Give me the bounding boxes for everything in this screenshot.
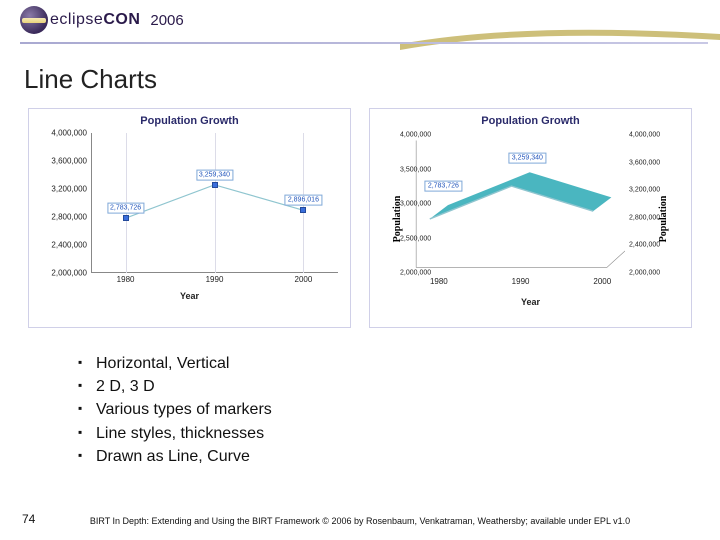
logo-bold: CON <box>103 11 140 28</box>
chart1-ytick: 3,200,000 <box>51 185 87 194</box>
chart1-xaxis: 1980 1990 2000 <box>91 275 338 289</box>
chart1-ytick: 2,000,000 <box>51 269 87 278</box>
header-rule <box>20 42 708 44</box>
swoosh-decoration <box>400 28 720 50</box>
slide: eclipseCON 2006 Line Charts Population G… <box>0 0 720 540</box>
chart1-marker <box>212 182 218 188</box>
chart2-title: Population Growth <box>376 115 685 127</box>
bullet-item: Horizontal, Vertical <box>78 352 272 375</box>
chart1-xtick: 1990 <box>206 275 224 284</box>
chart1-marker <box>300 207 306 213</box>
chart1-point-label: 3,259,340 <box>196 169 233 180</box>
chart2-right-ytick: 3,600,000 <box>629 159 660 166</box>
chart1-ytick: 3,600,000 <box>51 157 87 166</box>
chart2-right-ytick: 2,000,000 <box>629 270 660 277</box>
bullet-item: Drawn as Line, Curve <box>78 445 272 468</box>
chart1-area: 2,000,000 2,400,000 2,800,000 3,200,000 3,60… <box>35 129 344 299</box>
chart2-point-label: 2,783,726 <box>425 180 462 191</box>
chart2-area: Population 2,000,0002,500,0003,000,0003,… <box>376 129 685 309</box>
chart2-point-label: 3,259,340 <box>509 153 546 164</box>
logo-text: eclipseCON <box>50 11 140 29</box>
logo-year: 2006 <box>150 12 183 29</box>
chart1-marker <box>123 215 129 221</box>
chart-2d: Population Growth 2,000,000 2,400,000 2,80… <box>28 108 351 328</box>
chart2-right-yaxis: 2,000,0002,400,0002,800,0003,200,0003,60… <box>627 135 685 273</box>
charts-row: Population Growth 2,000,000 2,400,000 2,80… <box>28 108 692 328</box>
chart-3d: Population Growth Population 2,000,0002,… <box>369 108 692 328</box>
chart1-xtick: 2000 <box>295 275 313 284</box>
chart1-point-label: 2,783,726 <box>107 203 144 214</box>
chart1-ytick: 4,000,000 <box>51 129 87 138</box>
chart1-ytick: 2,800,000 <box>51 213 87 222</box>
bullet-list: Horizontal, Vertical2 D, 3 DVarious type… <box>78 352 272 468</box>
chart2-plot: 2,000,0002,500,0003,000,0003,500,0004,00… <box>398 135 625 273</box>
chart2-right-ytick: 4,000,000 <box>629 132 660 139</box>
footer-text: BIRT In Depth: Extending and Using the B… <box>0 516 720 526</box>
header: eclipseCON 2006 <box>0 0 720 48</box>
chart2-xaxis: 1980 1990 2000 <box>398 277 625 291</box>
chart1-xlabel: Year <box>180 291 199 301</box>
page-title: Line Charts <box>24 64 157 95</box>
bullet-item: Line styles, thicknesses <box>78 422 272 445</box>
chart2-right-ytick: 2,400,000 <box>629 242 660 249</box>
chart2-xtick: 2000 <box>593 277 611 286</box>
eclipse-ball-icon <box>20 6 48 34</box>
chart1-point-label: 2,896,016 <box>285 195 322 206</box>
chart1-title: Population Growth <box>35 115 344 127</box>
logo: eclipseCON 2006 <box>20 6 184 34</box>
chart2-xtick: 1980 <box>430 277 448 286</box>
bullet-item: Various types of markers <box>78 398 272 421</box>
chart2-right-ytick: 2,800,000 <box>629 214 660 221</box>
bullet-item: 2 D, 3 D <box>78 375 272 398</box>
chart2-xlabel: Year <box>521 297 540 307</box>
chart1-yaxis: 2,000,0002,400,0002,800,0003,200,0003,60… <box>35 133 89 273</box>
chart1-xtick: 1980 <box>117 275 135 284</box>
logo-thin: eclipse <box>50 11 103 28</box>
chart2-right-ytick: 3,200,000 <box>629 187 660 194</box>
chart1-ytick: 2,400,000 <box>51 241 87 250</box>
chart2-ylabel-right: Population <box>658 196 669 243</box>
chart1-plot: 2,783,726 3,259,340 2,896,016 <box>91 133 338 273</box>
chart2-xtick: 1990 <box>512 277 530 286</box>
